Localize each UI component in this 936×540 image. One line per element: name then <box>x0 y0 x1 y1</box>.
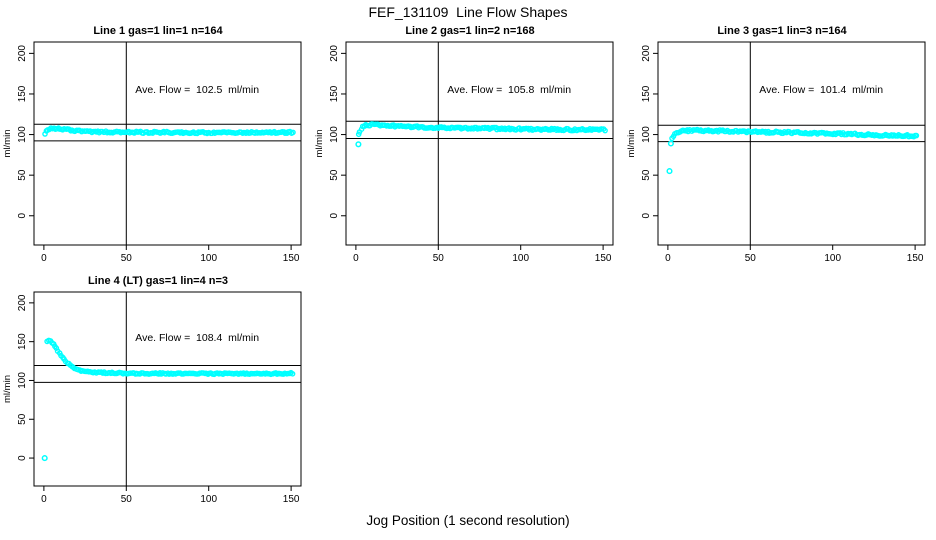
x-tick-label: 0 <box>41 253 47 264</box>
y-tick-label: 200 <box>329 45 340 62</box>
y-tick-label: 200 <box>641 45 652 62</box>
outlier-point <box>355 141 362 148</box>
x-tick-label: 50 <box>745 253 757 264</box>
plot-box <box>657 41 926 246</box>
subplot-line-2: Line 2 gas=1 lin=2 n=168 0 50 100 150 0 50 100… <box>312 0 624 270</box>
plot-canvas-line-1: 0 50 100 150 0 50 100 150 200 ml/min Ave. Flow = 1… <box>2 41 302 264</box>
x-tick-label: 150 <box>595 253 612 264</box>
axes: 0 50 100 150 0 50 100 150 200 ml/min <box>2 291 302 505</box>
x-axis-label: Jog Position (1 second resolution) <box>366 513 570 528</box>
x-tick-label: 100 <box>200 494 217 505</box>
x-tick-label: 100 <box>512 253 529 264</box>
y-tick-label: 100 <box>329 126 340 143</box>
x-tick-label: 50 <box>121 253 133 264</box>
y-tick-label: 150 <box>17 85 28 102</box>
subplot-line-4: Line 4 (LT) gas=1 lin=4 n=3 0 50 100 150 0 50… <box>0 270 312 518</box>
y-tick-label: 50 <box>17 169 28 181</box>
reference-lines <box>346 42 613 245</box>
x-tick-label: 100 <box>200 253 217 264</box>
x-tick-label: 150 <box>283 253 300 264</box>
scatter-series <box>355 121 608 148</box>
data-point <box>254 130 261 136</box>
axes: 0 50 100 150 0 50 100 150 200 ml/min <box>626 41 926 264</box>
y-axis-label: ml/min <box>314 130 325 158</box>
plot-canvas-line-2: 0 50 100 150 0 50 100 150 200 ml/min Ave. Flow = 1… <box>314 41 614 264</box>
y-axis-label: ml/min <box>2 375 13 403</box>
plot-box <box>33 291 302 487</box>
ave-flow-annotation: Ave. Flow = 108.4 ml/min <box>135 332 259 344</box>
data-point <box>127 370 134 376</box>
y-tick-label: 150 <box>641 85 652 102</box>
subplot-line-1-title: Line 1 gas=1 lin=1 n=164 <box>93 25 223 37</box>
data-point <box>913 132 920 139</box>
x-tick-label: 0 <box>41 494 47 505</box>
ave-flow-annotation: Ave. Flow = 105.8 ml/min <box>447 84 571 96</box>
scatter-series <box>41 337 296 462</box>
outlier-point <box>41 455 48 462</box>
x-tick-label: 150 <box>907 253 924 264</box>
data-point <box>290 129 296 136</box>
scatter-series <box>666 126 920 175</box>
data-point <box>289 371 296 377</box>
x-tick-label: 150 <box>283 494 300 505</box>
y-axis-label: ml/min <box>2 130 13 158</box>
main-title: FEF_131109 Line Flow Shapes <box>368 4 568 20</box>
data-point <box>856 131 863 138</box>
y-tick-label: 100 <box>17 372 28 389</box>
subplot-line-3: Line 3 gas=1 lin=3 n=164 0 50 100 150 0 50 100… <box>624 0 936 270</box>
y-tick-label: 150 <box>329 85 340 102</box>
y-tick-label: 0 <box>17 213 28 219</box>
data-point <box>430 125 436 132</box>
ave-flow-annotation: Ave. Flow = 102.5 ml/min <box>135 84 259 96</box>
ave-flow-annotation: Ave. Flow = 101.4 ml/min <box>759 84 883 96</box>
y-tick-label: 0 <box>641 213 652 219</box>
data-point <box>53 345 60 351</box>
y-tick-label: 100 <box>17 126 28 143</box>
x-tick-label: 0 <box>665 253 671 264</box>
y-tick-label: 0 <box>329 213 340 219</box>
x-tick-label: 100 <box>824 253 841 264</box>
data-point <box>859 132 866 138</box>
reference-lines <box>34 292 301 486</box>
x-tick-label: 0 <box>353 253 359 264</box>
plot-box <box>33 41 302 246</box>
data-point <box>558 127 565 134</box>
y-tick-label: 200 <box>17 45 28 62</box>
reference-lines <box>34 42 301 245</box>
subplot-line-3-title: Line 3 gas=1 lin=3 n=164 <box>717 25 847 37</box>
y-tick-label: 50 <box>17 413 28 425</box>
y-tick-label: 200 <box>17 294 28 311</box>
scatter-series <box>42 125 296 137</box>
axes: 0 50 100 150 0 50 100 150 200 ml/min <box>314 41 614 264</box>
plot-box <box>345 41 614 246</box>
subplot-line-4-title: Line 4 (LT) gas=1 lin=4 n=3 <box>87 275 229 287</box>
x-tick-label: 50 <box>121 494 133 505</box>
y-tick-label: 50 <box>329 169 340 181</box>
subplot-line-2-title: Line 2 gas=1 lin=2 n=168 <box>405 25 535 37</box>
axes: 0 50 100 150 0 50 100 150 200 ml/min <box>2 41 302 264</box>
x-tick-label: 50 <box>433 253 445 264</box>
outlier-point <box>667 140 674 147</box>
reference-lines <box>658 42 925 245</box>
plot-canvas-line-4: 0 50 100 150 0 50 100 150 200 ml/min Ave. Flow = 1… <box>2 291 302 505</box>
y-tick-label: 50 <box>641 169 652 181</box>
y-axis-label: ml/min <box>626 130 637 158</box>
outlier-point <box>666 168 673 175</box>
y-tick-label: 100 <box>641 126 652 143</box>
data-point <box>373 121 379 127</box>
y-tick-label: 150 <box>17 333 28 350</box>
plot-canvas-line-3: 0 50 100 150 0 50 100 150 200 ml/min Ave. Flow = 1… <box>626 41 926 264</box>
subplot-line-1: Line 1 gas=1 lin=1 n=164 0 50 100 150 0 50 100… <box>0 0 312 270</box>
data-point <box>358 126 365 132</box>
y-tick-label: 0 <box>17 455 28 461</box>
data-point <box>602 127 608 134</box>
